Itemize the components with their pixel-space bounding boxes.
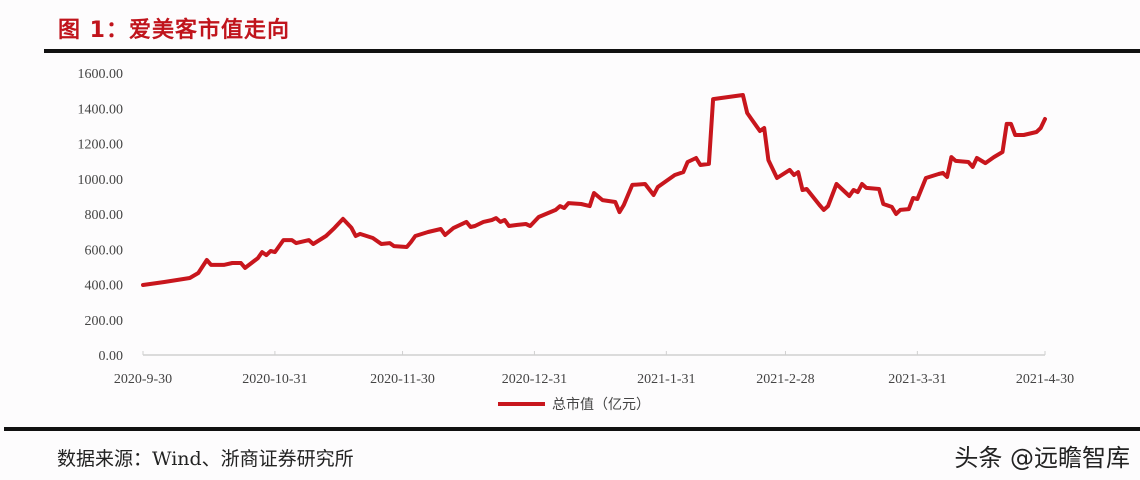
y-tick-label: 200.00 (85, 314, 124, 329)
y-tick-label: 800.00 (85, 208, 124, 223)
x-tick-label: 2020-12-31 (502, 372, 567, 387)
x-tick-label: 2021-1-31 (637, 372, 695, 387)
y-tick-label: 1400.00 (78, 102, 124, 117)
chart-title: 图 1：爱美客市值走向 (58, 18, 290, 43)
top-divider (44, 49, 1140, 53)
y-tick-label: 600.00 (85, 243, 124, 258)
x-tick-label: 2021-3-31 (888, 372, 946, 387)
watermark: 头条 @远瞻智库 (954, 444, 1130, 472)
x-tick-label: 2021-2-28 (756, 372, 814, 387)
x-tick-label: 2021-4-30 (1016, 372, 1074, 387)
x-tick-label: 2020-11-30 (370, 372, 435, 387)
series-layer (141, 93, 1047, 287)
y-tick-label: 400.00 (85, 279, 124, 294)
data-source-note: 数据来源：Wind、浙商证券研究所 (57, 448, 354, 470)
bottom-divider (4, 427, 1140, 431)
x-tick-label: 2020-9-30 (114, 372, 172, 387)
legend-label: 总市值（亿元） (552, 396, 650, 413)
series-line-market-cap (141, 93, 1047, 287)
y-tick-label: 1200.00 (78, 138, 124, 153)
y-axis: 0.00 200.00 400.00 600.00 800.00 1000.00 1200.… (78, 67, 124, 364)
legend: 总市值（亿元） (498, 396, 650, 413)
y-tick-label: 1000.00 (78, 173, 124, 188)
x-tick-label: 2020-10-31 (242, 372, 307, 387)
y-tick-label: 1600.00 (78, 67, 124, 82)
x-axis: 2020-9-30 2020-10-31 2020-11-30 2020-12-31 2… (114, 351, 1074, 387)
y-tick-label: 0.00 (99, 349, 124, 364)
